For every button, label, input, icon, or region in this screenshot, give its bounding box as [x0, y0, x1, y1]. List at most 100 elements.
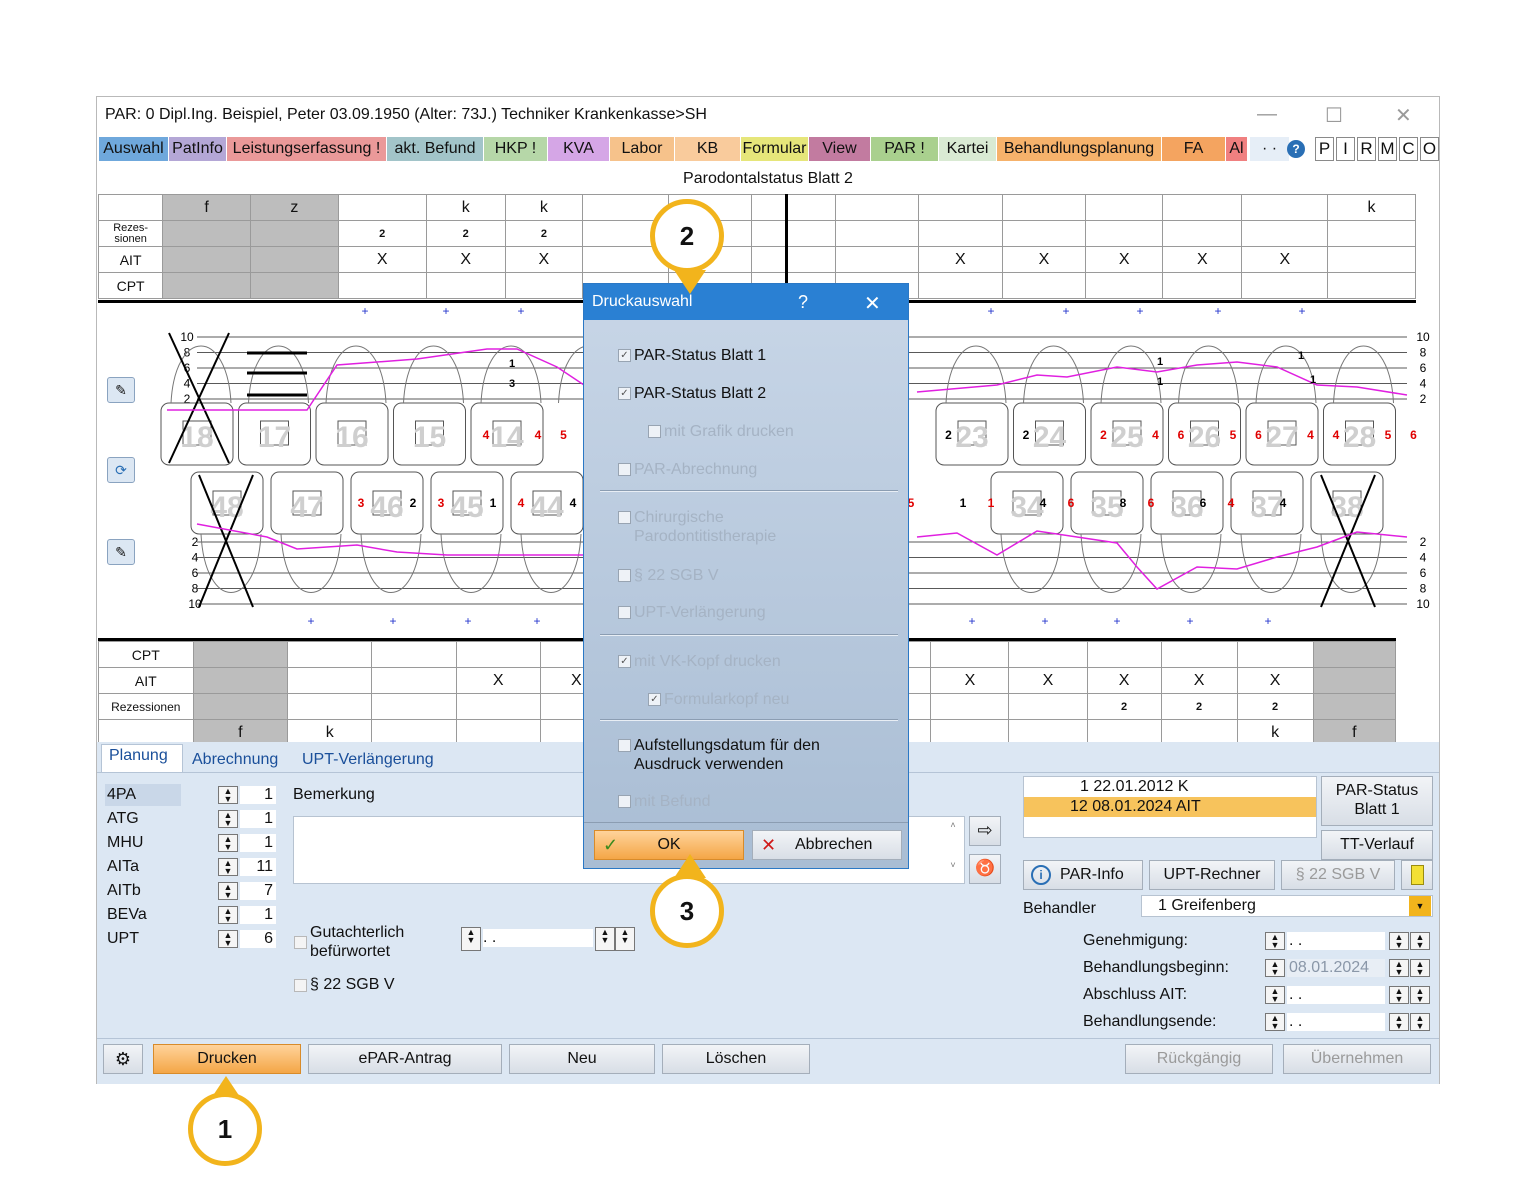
history-item[interactable]: 1 22.01.2012 K: [1080, 778, 1189, 795]
table-cell[interactable]: [192, 693, 289, 720]
table-cell[interactable]: k: [425, 194, 506, 221]
table-cell[interactable]: [1001, 220, 1087, 247]
drucken-button[interactable]: Drucken: [153, 1044, 301, 1074]
table-cell[interactable]: [162, 246, 252, 273]
tab-abrechnung[interactable]: Abrechnung: [192, 751, 279, 768]
module-tab[interactable]: Leistungserfassung !: [227, 137, 387, 161]
rueckgaengig-button[interactable]: Rückgängig: [1125, 1044, 1273, 1074]
module-tab[interactable]: PatInfo: [169, 137, 227, 161]
planning-spinner[interactable]: ▲ ▼: [218, 810, 238, 828]
option-checkbox[interactable]: [618, 606, 631, 619]
option-label[interactable]: mit Grafik drucken: [664, 423, 794, 440]
bemerkung-scrollbar[interactable]: ˄ ˅: [950, 820, 956, 870]
table-cell[interactable]: [751, 220, 836, 247]
table-cell[interactable]: [918, 272, 1003, 299]
table-cell[interactable]: [1001, 194, 1087, 221]
loeschen-button[interactable]: Löschen: [662, 1044, 810, 1074]
epar-antrag-button[interactable]: ePAR-Antrag: [308, 1044, 502, 1074]
letter-button-r[interactable]: R: [1357, 137, 1376, 161]
table-cell[interactable]: X: [1086, 667, 1162, 694]
option-label[interactable]: Aufstellungsdatum für den Ausdruck verwe…: [634, 737, 820, 773]
module-tab[interactable]: PAR !: [871, 137, 939, 161]
table-cell[interactable]: X: [1085, 246, 1164, 273]
table-cell[interactable]: [425, 272, 506, 299]
date-spinner[interactable]: ▲ ▼: [1265, 932, 1285, 950]
abbrechen-button[interactable]: ✕ Abbrechen: [752, 830, 902, 860]
uebernehmen-button[interactable]: Übernehmen: [1283, 1044, 1431, 1074]
table-cell[interactable]: [250, 220, 339, 247]
table-cell[interactable]: X: [1008, 667, 1088, 694]
table-cell[interactable]: [918, 220, 1003, 247]
table-cell[interactable]: [192, 641, 289, 668]
date-spinner[interactable]: ▲ ▼: [1410, 986, 1430, 1004]
gutachter-date-field[interactable]: . .: [483, 929, 593, 947]
date-spinner[interactable]: ▲ ▼: [1410, 932, 1430, 950]
date-spinner[interactable]: ▲ ▼: [1389, 986, 1409, 1004]
letter-button-o[interactable]: O: [1420, 137, 1439, 161]
option-checkbox[interactable]: ✓: [618, 655, 631, 668]
planning-value[interactable]: 6: [240, 930, 276, 948]
module-tab[interactable]: Labor: [610, 137, 675, 161]
table-cell[interactable]: f: [1312, 719, 1397, 746]
letter-button-m[interactable]: M: [1378, 137, 1397, 161]
planning-spinner[interactable]: ▲ ▼: [218, 786, 238, 804]
table-cell[interactable]: [1327, 246, 1416, 273]
gutachter-date-spin-right1[interactable]: ▲ ▼: [595, 927, 615, 951]
table-cell[interactable]: [1241, 220, 1329, 247]
refresh-icon[interactable]: ⟳: [107, 457, 135, 483]
option-checkbox[interactable]: [618, 463, 631, 476]
gutachter-checkbox[interactable]: [294, 936, 307, 949]
module-tab[interactable]: Formular: [741, 137, 809, 161]
gutachter-date-spin-left[interactable]: ▲ ▼: [461, 927, 481, 951]
table-cell[interactable]: [930, 641, 1010, 668]
table-cell[interactable]: [1086, 641, 1162, 668]
gutachter-date-spin-right2[interactable]: ▲ ▼: [615, 927, 635, 951]
option-label[interactable]: § 22 SGB V: [634, 567, 719, 584]
table-cell[interactable]: k: [1327, 194, 1416, 221]
table-cell[interactable]: [1241, 194, 1329, 221]
sgb-button[interactable]: § 22 SGB V: [1281, 860, 1395, 890]
module-tab[interactable]: FA: [1162, 137, 1226, 161]
table-cell[interactable]: [918, 194, 1003, 221]
history-list[interactable]: 1 22.01.2012 K 12 08.01.2024 AIT: [1023, 776, 1317, 838]
table-cell[interactable]: [1008, 641, 1088, 668]
table-cell[interactable]: [751, 246, 836, 273]
table-cell[interactable]: X: [455, 667, 541, 694]
table-cell[interactable]: [1312, 693, 1397, 720]
planning-spinner[interactable]: ▲ ▼: [218, 858, 238, 876]
table-cell[interactable]: [287, 693, 373, 720]
edit-upper-icon[interactable]: ✎: [107, 377, 135, 403]
date-spinner[interactable]: ▲ ▼: [1410, 959, 1430, 977]
table-cell[interactable]: [455, 719, 541, 746]
table-cell[interactable]: [1327, 220, 1416, 247]
module-tab[interactable]: KVA: [548, 137, 610, 161]
table-cell[interactable]: [455, 641, 541, 668]
table-cell[interactable]: [455, 693, 541, 720]
module-tab[interactable]: Behandlungsplanung: [997, 137, 1162, 161]
date-field[interactable]: 08.01.2024: [1287, 959, 1385, 977]
date-spinner[interactable]: ▲ ▼: [1410, 1013, 1430, 1031]
table-cell[interactable]: [250, 272, 339, 299]
option-checkbox[interactable]: [618, 511, 631, 524]
date-field[interactable]: . .: [1287, 986, 1385, 1004]
option-label[interactable]: Formularkopf neu: [664, 691, 790, 708]
table-cell[interactable]: [1241, 272, 1329, 299]
settings-button[interactable]: ⚙: [103, 1044, 143, 1074]
letter-button-c[interactable]: C: [1399, 137, 1418, 161]
tab-upt-verlaengerung[interactable]: UPT-Verlängerung: [302, 751, 434, 768]
option-label[interactable]: Chirurgische Parodontitistherapie: [634, 509, 777, 545]
behandler-select[interactable]: 1 Greifenberg: [1141, 895, 1433, 917]
option-label[interactable]: PAR-Status Blatt 1: [634, 347, 767, 364]
table-cell[interactable]: [751, 194, 836, 221]
option-label[interactable]: UPT-Verlängerung: [634, 604, 766, 621]
planning-value[interactable]: 1: [240, 786, 276, 804]
table-cell[interactable]: X: [425, 246, 506, 273]
letter-button-p[interactable]: P: [1315, 137, 1334, 161]
table-cell[interactable]: k: [504, 194, 583, 221]
date-field[interactable]: . .: [1287, 1013, 1385, 1031]
planning-value[interactable]: 1: [240, 906, 276, 924]
tab-overflow[interactable]: · ·: [1250, 137, 1290, 161]
module-tab[interactable]: Kartei: [939, 137, 997, 161]
table-cell[interactable]: [1312, 641, 1397, 668]
option-checkbox[interactable]: [618, 795, 631, 808]
